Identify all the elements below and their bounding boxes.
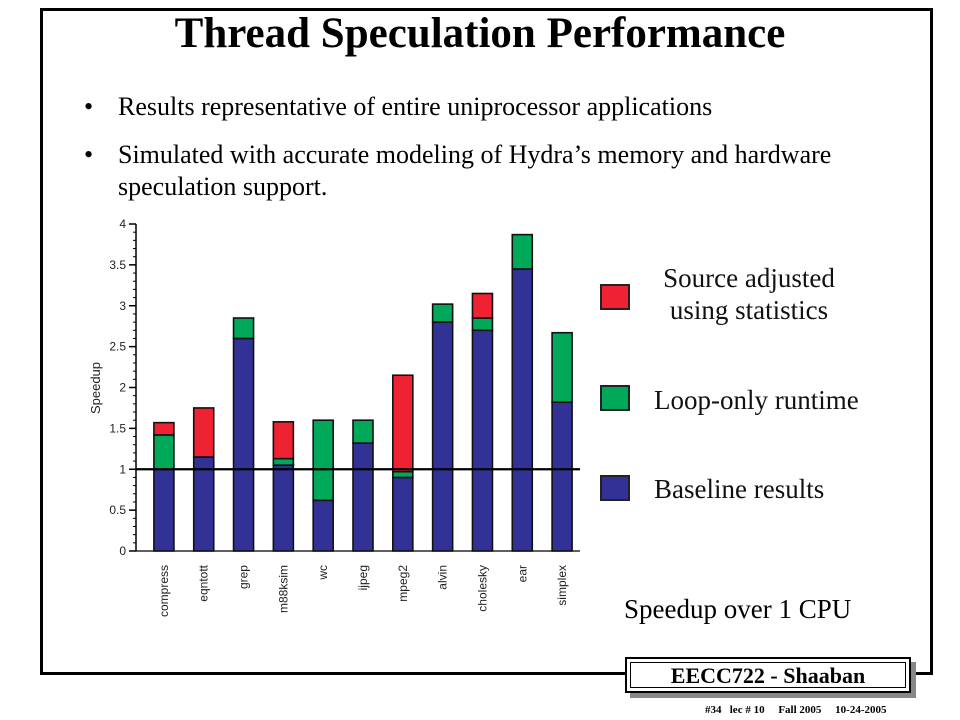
x-tick-label: ear	[515, 565, 529, 582]
bar-segment-baseline	[312, 499, 334, 552]
slide-title: Thread Speculation Performance	[174, 10, 786, 57]
bar-segment-loop-only	[272, 457, 295, 466]
bullet-dot: •	[84, 92, 94, 121]
legend-label-loop-only: Loop-only runtime	[654, 385, 859, 415]
bar-segment-loop-only	[551, 331, 573, 404]
bar-segment-baseline	[272, 464, 295, 552]
bar-segment-loop-only	[431, 303, 454, 323]
chart-x-labels: compress eqntott grep m88ksim wc ijpeg mpeg2 al…	[157, 564, 569, 617]
bar-segment-baseline	[471, 329, 494, 552]
bar-segment-baseline	[551, 401, 573, 552]
x-tick-label: simplex	[555, 565, 569, 606]
chart-caption: Speedup over 1 CPU	[624, 594, 852, 624]
bar-segment-loop-only	[312, 419, 334, 502]
y-tick-label: 2.5	[109, 340, 126, 354]
footer-title: EECC722 - Shaaban	[630, 662, 906, 688]
legend-label-line: using statistics	[669, 295, 829, 325]
legend-swatch-baseline	[600, 475, 630, 501]
x-tick-label: compress	[157, 565, 171, 617]
x-tick-label: cholesky	[475, 565, 489, 612]
chart-bars	[153, 233, 573, 552]
bar-segment-source-adjusted	[272, 421, 295, 460]
y-tick-label: 3.5	[109, 258, 126, 272]
bar-segment-source-adjusted	[192, 407, 215, 458]
bar-segment-baseline	[431, 321, 454, 552]
bar-segment-source-adjusted	[471, 292, 494, 319]
y-tick-label: 1	[119, 462, 126, 476]
footer-info: #34 lec # 10 Fall 2005 10-24-2005	[705, 704, 887, 716]
bar-segment-source-adjusted	[153, 421, 175, 436]
y-tick-label: 0.5	[109, 503, 126, 517]
bar-segment-loop-only	[232, 317, 255, 340]
legend-swatch-loop-only	[600, 385, 630, 411]
bar-segment-baseline	[352, 442, 374, 552]
x-tick-label: wc	[316, 565, 330, 581]
x-tick-label: m88ksim	[276, 565, 290, 613]
x-tick-label: eqntott	[197, 564, 211, 601]
x-tick-label: alvin	[436, 565, 450, 590]
bar-segment-baseline	[511, 268, 534, 552]
legend-label-baseline: Baseline results	[654, 474, 825, 504]
bar-segment-loop-only	[352, 419, 374, 444]
footer-box: EECC722 - Shaaban	[625, 657, 911, 693]
x-tick-label: mpeg2	[396, 565, 410, 602]
bar-segment-baseline	[392, 476, 414, 552]
bar-segment-baseline	[192, 456, 215, 552]
legend-swatch-source-adjusted	[600, 284, 630, 310]
y-tick-label: 4	[119, 217, 126, 231]
bullet-dot: •	[84, 140, 94, 169]
bullet-text: Results representative of entire uniproc…	[118, 92, 713, 121]
speedup-chart: 0 0.5 1 1.5 2 2.5 3 3.5 4 compress eqntott grep m88…	[88, 217, 580, 617]
y-tick-label: 1.5	[109, 421, 126, 435]
x-tick-label: grep	[237, 565, 251, 589]
bullet-text: Simulated with accurate modeling of Hydr…	[118, 140, 832, 201]
bar-segment-loop-only	[471, 317, 494, 332]
bar-segment-loop-only	[153, 434, 175, 471]
legend-label-line: Source adjusted	[663, 263, 835, 293]
bar-segment-source-adjusted	[392, 374, 414, 473]
chart-axes: 0 0.5 1 1.5 2 2.5 3 3.5 4	[109, 217, 580, 558]
y-tick-label: 0	[119, 544, 126, 558]
legend-label-source-adjusted: Source adjusted using statistics	[654, 262, 844, 326]
bar-segment-baseline	[153, 468, 175, 552]
y-tick-label: 3	[119, 299, 126, 313]
y-axis-label: Speedup	[88, 362, 103, 414]
bar-segment-loop-only	[511, 233, 534, 270]
bar-segment-baseline	[232, 337, 255, 552]
x-tick-label: ijpeg	[356, 565, 370, 590]
y-tick-label: 2	[119, 381, 126, 395]
bar-segment-loop-only	[392, 470, 414, 479]
